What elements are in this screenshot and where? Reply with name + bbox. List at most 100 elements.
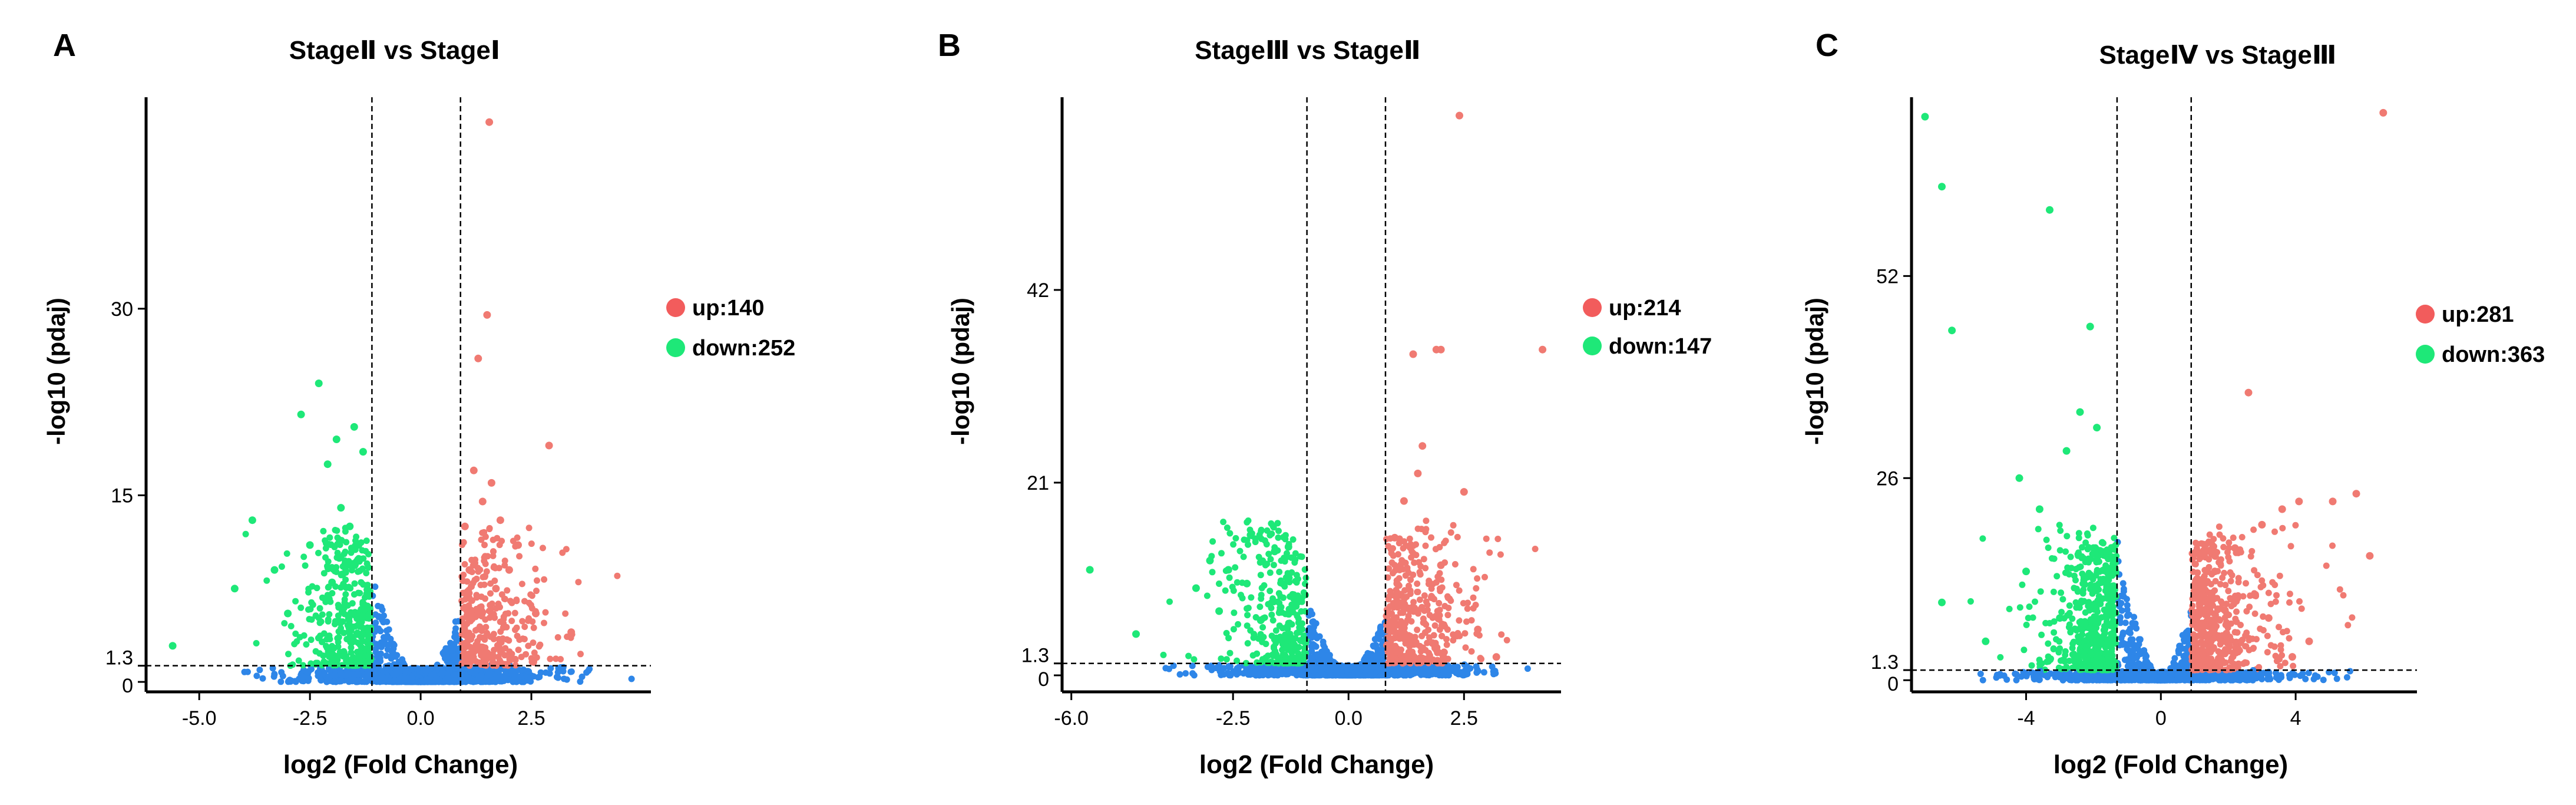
data-point xyxy=(2021,646,2028,654)
up-outlier-point xyxy=(1437,561,1445,569)
down-point xyxy=(348,546,355,553)
data-point xyxy=(1314,653,1321,660)
data-point xyxy=(402,668,409,675)
data-point xyxy=(2343,674,2350,681)
legend-down-marker-b xyxy=(1583,336,1602,355)
up-point xyxy=(482,623,490,631)
up-point xyxy=(1432,640,1439,647)
data-point xyxy=(449,653,457,660)
data-point xyxy=(1343,672,1350,679)
up-point xyxy=(468,583,475,590)
data-point xyxy=(577,678,584,685)
up-point xyxy=(476,611,483,618)
data-point xyxy=(327,667,334,674)
data-point xyxy=(2346,668,2353,675)
data-point xyxy=(1230,626,1237,633)
data-point xyxy=(1234,671,1241,678)
data-point xyxy=(445,675,452,681)
down-point xyxy=(1279,534,1287,541)
data-point xyxy=(559,549,566,556)
data-point xyxy=(1231,609,1238,616)
data-point xyxy=(305,675,312,682)
data-point xyxy=(351,580,358,587)
data-point xyxy=(292,678,299,685)
x-tick-label: 0.0 xyxy=(406,707,434,730)
down-point xyxy=(1275,609,1282,616)
data-point xyxy=(1456,632,1463,639)
data-point xyxy=(1191,672,1198,679)
up-point xyxy=(468,556,475,563)
up-point xyxy=(1394,600,1401,607)
up-point xyxy=(464,588,471,595)
down-outlier-point xyxy=(1243,579,1251,588)
down-point xyxy=(364,582,371,589)
data-point xyxy=(547,655,554,662)
data-point xyxy=(521,623,528,631)
down-point xyxy=(358,579,365,586)
down-point xyxy=(1268,632,1275,639)
data-point xyxy=(2323,562,2330,569)
data-point xyxy=(1224,669,1231,677)
down-point xyxy=(1278,557,1285,564)
down-point xyxy=(1292,655,1299,662)
up-point xyxy=(1400,545,1407,552)
data-point xyxy=(1209,538,1216,545)
data-point xyxy=(2215,523,2223,530)
down-point xyxy=(1252,539,1259,546)
up-point xyxy=(1454,533,1461,540)
up-point xyxy=(1428,534,1434,541)
data-point xyxy=(1270,524,1277,531)
data-point xyxy=(2287,543,2294,550)
down-point xyxy=(325,540,332,547)
y-tick-label: 1.3 xyxy=(1021,645,1049,667)
panel-label-a: A xyxy=(53,28,76,63)
up-point xyxy=(460,572,467,578)
data-point xyxy=(2038,631,2045,638)
data-point xyxy=(525,599,533,606)
data-point xyxy=(383,652,390,659)
significant-cluster-b xyxy=(1203,533,1484,667)
up-point xyxy=(477,623,483,630)
data-point xyxy=(2120,585,2127,592)
data-point xyxy=(437,677,444,684)
down-point xyxy=(1271,645,1277,652)
up-point xyxy=(515,646,522,654)
data-point xyxy=(253,672,260,679)
up-point xyxy=(461,561,468,568)
data-point xyxy=(388,652,395,659)
up-point xyxy=(1405,569,1412,576)
data-point xyxy=(1226,574,1233,581)
data-point xyxy=(1456,617,1463,624)
down-point xyxy=(1260,634,1267,641)
data-point xyxy=(1396,671,1403,678)
down-point xyxy=(1275,590,1282,597)
data-point xyxy=(474,678,481,685)
data-point xyxy=(2019,581,2026,588)
down-point xyxy=(348,649,355,656)
up-point xyxy=(512,655,519,662)
y-tick-label: 1.3 xyxy=(105,647,133,669)
data-point xyxy=(1474,575,1481,582)
data-point xyxy=(1244,519,1251,526)
data-point xyxy=(318,677,324,684)
data-point xyxy=(2264,649,2271,656)
up-point xyxy=(1408,554,1415,561)
data-point xyxy=(486,526,493,533)
data-point xyxy=(1326,652,1333,659)
up-outlier-point xyxy=(485,118,494,126)
data-point xyxy=(2029,614,2036,621)
data-point xyxy=(1422,529,1429,536)
up-outlier-point xyxy=(514,541,522,549)
down-point xyxy=(343,652,349,659)
down-point xyxy=(334,549,341,556)
up-point xyxy=(1439,622,1446,629)
data-point xyxy=(577,651,584,658)
data-point xyxy=(1457,669,1464,676)
data-point xyxy=(1447,665,1454,672)
down-point xyxy=(1293,579,1300,586)
up-point xyxy=(490,548,497,555)
down-point xyxy=(1232,564,1239,571)
up-point xyxy=(1410,599,1417,606)
data-point xyxy=(332,527,339,533)
down-point xyxy=(316,619,323,626)
